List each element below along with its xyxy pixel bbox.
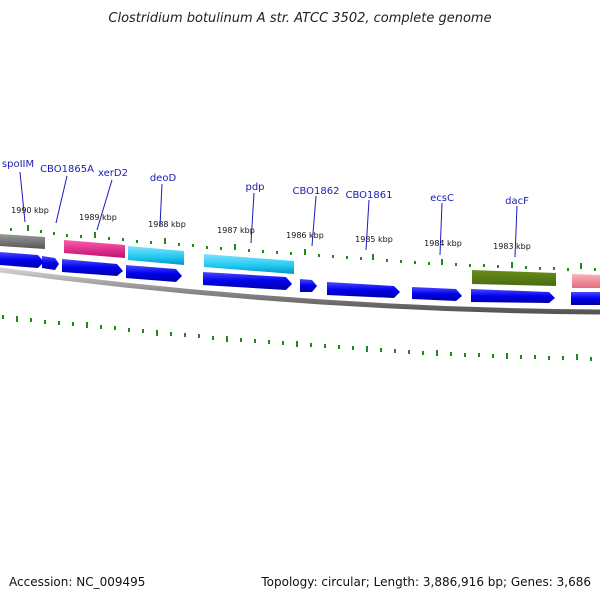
inner-tick-row (2, 315, 592, 361)
gene-label-CBO1862: CBO1862 (293, 186, 340, 197)
cds-arrow (0, 252, 44, 268)
gene-label-dacF: dacF (505, 196, 529, 207)
cds-arrow (62, 259, 123, 276)
gene-label-ecsC: ecsC (430, 193, 454, 204)
gene-label-CBO1861: CBO1861 (346, 190, 393, 201)
gene-label-texts: spoIIM CBO1865A xerD2 deoD pdp CBO1862 C… (2, 159, 529, 207)
feature-track (0, 234, 600, 288)
genome-summary-text: Topology: circular; Length: 3,886,916 bp… (260, 575, 591, 589)
cds-arrow (471, 289, 555, 303)
gene-label-deoD: deoD (150, 173, 177, 184)
cds-arrow (42, 256, 59, 270)
feature-block-magenta (64, 240, 125, 258)
gene-label-CBO1865A: CBO1865A (40, 164, 94, 175)
tick-label: 1984 kbp (424, 239, 462, 248)
feature-block-cyan (128, 246, 184, 265)
tick-label: 1983 kbp (493, 242, 531, 251)
feature-block-gray (0, 234, 45, 249)
accession-text: Accession: NC_009495 (9, 575, 145, 589)
tick-label: 1986 kbp (286, 231, 324, 240)
cds-arrow (412, 287, 462, 301)
cds-arrow (300, 279, 317, 292)
tick-label: 1988 kbp (148, 220, 186, 229)
cds-arrow (203, 272, 292, 290)
gene-label-xerD2: xerD2 (98, 168, 128, 179)
cds-arrow (126, 265, 182, 282)
feature-block-salmon (572, 274, 600, 288)
outer-tick-row (10, 225, 596, 271)
tick-label: 1985 kbp (355, 235, 393, 244)
gene-labels (19, 171, 518, 258)
tick-label: 1987 kbp (217, 226, 255, 235)
cds-arrow (571, 292, 600, 305)
tick-label: 1989 kbp (79, 213, 117, 222)
genome-backbone (0, 267, 600, 315)
cds-arrow (327, 282, 400, 298)
tick-labels: 1990 kbp 1989 kbp 1988 kbp 1987 kbp 1986… (11, 206, 531, 251)
tick-label: 1990 kbp (11, 206, 49, 215)
gene-label-spoIIM: spoIIM (2, 159, 34, 170)
gene-label-pdp: pdp (245, 182, 264, 193)
feature-block-olive (472, 270, 556, 286)
map-title: Clostridium botulinum A str. ATCC 3502, … (108, 11, 491, 26)
feature-block-cyan (204, 254, 294, 274)
cds-track (0, 252, 600, 305)
